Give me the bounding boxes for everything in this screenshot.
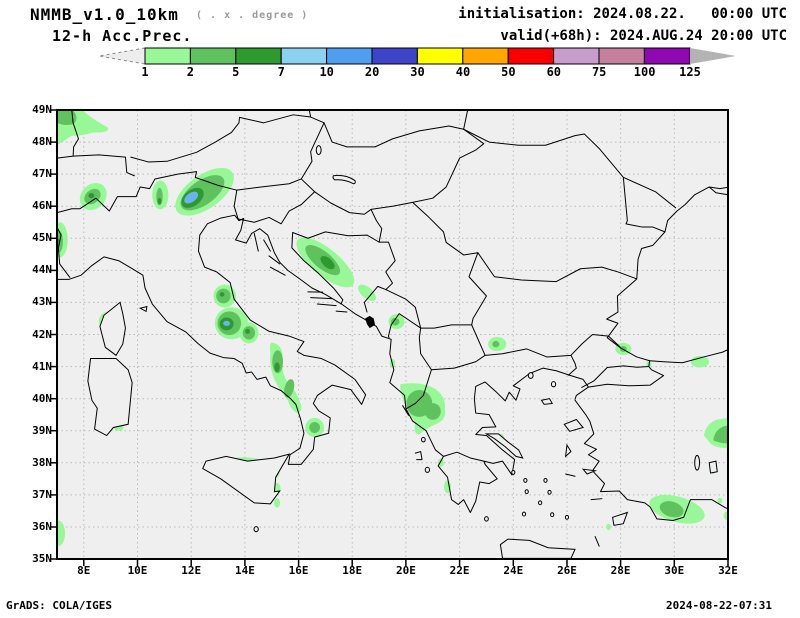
borders-layer [57,110,676,409]
lon-tick-label: 32E [718,564,738,577]
lat-tick-label: 47N [32,167,52,181]
lon-tick-label: 18E [342,564,363,577]
product-title: 12-h Acc.Prec. [52,27,193,45]
colorbar-label: 50 [501,65,516,79]
map-background [57,110,728,559]
axis-ticks [50,109,729,566]
colorbar-segment [189,47,237,65]
lat-tick-label: 40N [32,391,52,405]
lon-tick-label: 24E [503,564,524,577]
colorbar-segment [598,47,645,65]
colorbar-label: 100 [633,65,656,79]
lakes-layer [316,146,717,473]
colorbar-label: 1 [141,65,149,79]
lat-tick-label: 45N [32,231,52,245]
colorbar-segment [553,47,600,65]
colorbar-segment [235,47,282,65]
lon-tick-label: 26E [557,564,577,577]
lat-tick-label: 38N [32,455,52,469]
colorbar [98,47,736,65]
colorbar-above-max-arrow [690,48,736,64]
lon-tick-label: 20E [395,564,416,577]
colorbar-label: 5 [232,65,240,79]
valid-time-label: valid(+68h): 2024.AUG.24 20:00 UTC [500,28,787,44]
lat-tick-label: 37N [32,487,52,501]
colorbar-segment [416,47,464,65]
colorbar-segment [507,47,555,65]
lon-tick-label: 14E [234,564,255,577]
lon-tick-label: 10E [127,564,148,577]
lon-tick-label: 22E [449,564,470,577]
colorbar-label: 125 [679,65,701,79]
colorbar-segment [462,47,509,65]
grads-credit: GrADS: COLA/IGES [6,599,112,612]
lat-tick-label: 42N [32,327,52,341]
lat-tick-label: 36N [32,519,52,533]
units-note: ( . x . degree ) [196,10,309,21]
lat-tick-label: 46N [32,199,52,213]
lat-tick-label: 39N [32,423,52,437]
coastlines-layer [57,187,729,558]
lon-tick-label: 28E [610,564,631,577]
colorbar-label: 2 [186,65,194,79]
colorbar-label: 40 [455,65,471,79]
lat-tick-label: 41N [32,359,52,373]
colorbar-label: 7 [277,65,285,79]
colorbar-segment [280,47,328,65]
colorbar-segment [643,47,691,65]
colorbar-label: 10 [319,65,334,79]
lat-tick-label: 35N [32,552,52,565]
colorbar-label: 20 [364,65,380,79]
initialisation-label: initialisation: 2024.08.22. 00:00 UTC [458,6,787,22]
colorbar-segment [144,47,191,65]
colorbar-label: 30 [410,65,425,79]
lat-tick-label: 44N [32,263,52,277]
lon-tick-label: 30E [664,564,685,577]
lon-tick-label: 8E [77,564,91,577]
creation-timestamp: 2024-08-22-07:31 [666,599,772,612]
colorbar-below-min-arrow [98,47,146,65]
model-title: NMMB_v1.0_10km [30,5,179,24]
lat-tick-label: 49N [32,103,52,116]
lon-tick-label: 16E [288,564,309,577]
colorbar-label: 60 [546,65,562,79]
colorbar-segment [371,47,418,65]
colorbar-label: 75 [591,65,607,79]
lon-tick-label: 12E [181,564,202,577]
lat-tick-label: 43N [32,295,52,309]
lat-tick-label: 48N [32,135,52,149]
kotor-bay-fill [365,315,376,329]
colorbar-segment [326,47,373,65]
